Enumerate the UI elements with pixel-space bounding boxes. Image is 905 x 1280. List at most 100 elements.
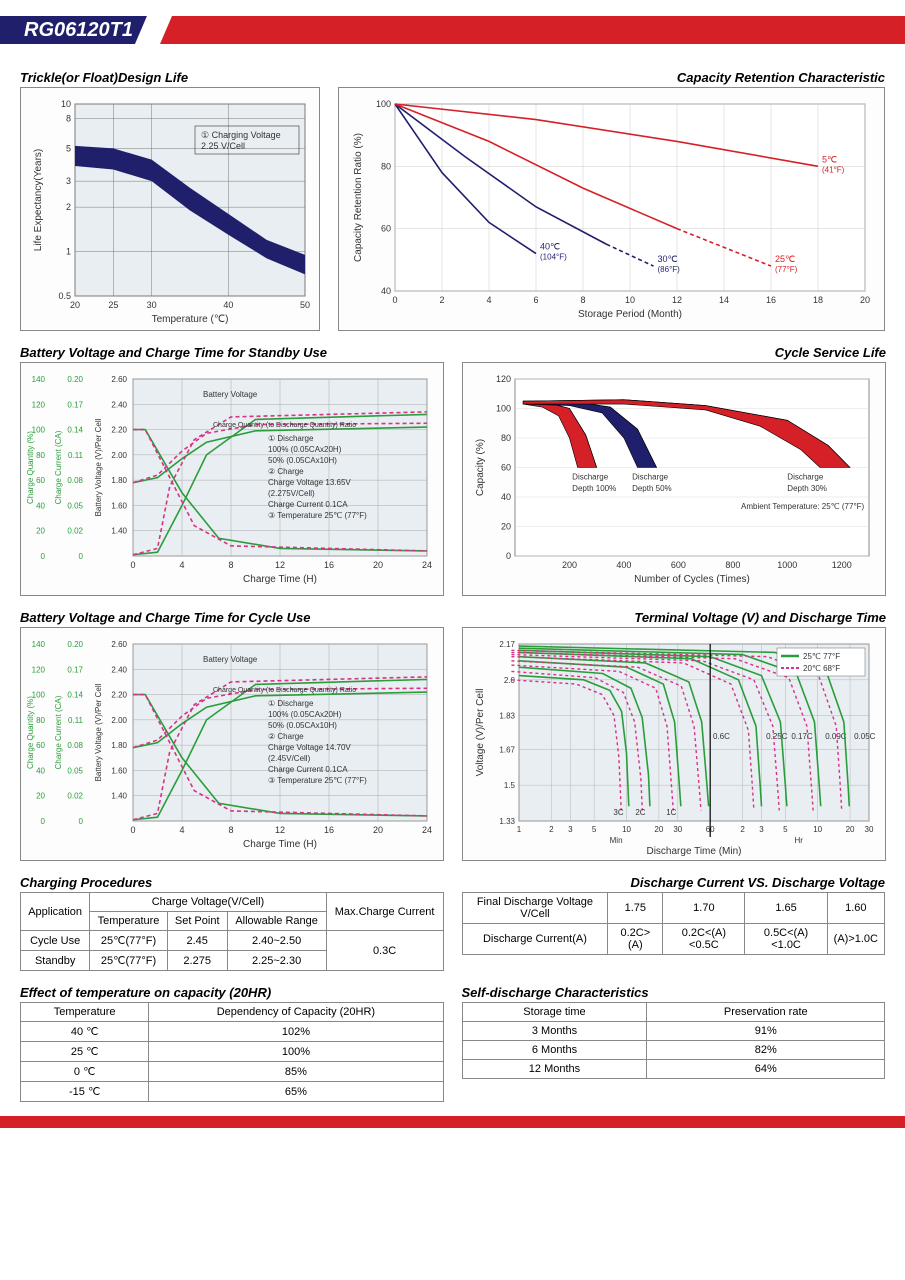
svg-text:0.14: 0.14 (67, 426, 83, 435)
svg-text:40: 40 (381, 286, 391, 296)
svg-text:Charge Quantity (%): Charge Quantity (%) (27, 696, 35, 769)
svg-text:1200: 1200 (832, 560, 852, 570)
svg-text:0.20: 0.20 (67, 375, 83, 384)
svg-text:50% (0.05CAx10H): 50% (0.05CAx10H) (268, 456, 337, 465)
svg-text:600: 600 (671, 560, 686, 570)
table-self: Storage timePreservation rate 3 Months91… (462, 1002, 886, 1079)
svg-text:0: 0 (506, 551, 511, 561)
cell: 0.2C>(A) (608, 924, 663, 955)
svg-text:0.5: 0.5 (58, 291, 71, 301)
svg-text:0.20: 0.20 (67, 640, 83, 649)
svg-text:Charge Time (H): Charge Time (H) (243, 574, 317, 585)
svg-text:2: 2 (740, 825, 745, 834)
svg-text:2.00: 2.00 (111, 716, 127, 725)
svg-text:140: 140 (32, 640, 46, 649)
cell: 2.45 (167, 931, 227, 951)
svg-text:10: 10 (813, 825, 822, 834)
svg-text:4: 4 (179, 825, 184, 835)
svg-text:80: 80 (36, 451, 45, 460)
svg-text:0: 0 (79, 817, 84, 826)
svg-text:25℃ 77°F: 25℃ 77°F (803, 652, 840, 661)
svg-text:3: 3 (759, 825, 764, 834)
cell: 1.65 (745, 893, 827, 924)
svg-text:2: 2 (549, 825, 554, 834)
svg-text:1: 1 (517, 825, 522, 834)
cell: 0.5C<(A)<1.0C (745, 924, 827, 955)
cell: 82% (647, 1041, 885, 1060)
svg-text:Storage Period (Month): Storage Period (Month) (578, 309, 682, 320)
svg-text:1.5: 1.5 (504, 781, 516, 790)
svg-text:2.17: 2.17 (499, 640, 515, 649)
svg-text:14: 14 (719, 295, 729, 305)
cell: 2.40~2.50 (227, 931, 326, 951)
svg-text:40: 40 (223, 300, 233, 310)
svg-text:40℃: 40℃ (540, 242, 560, 252)
cell: 6 Months (462, 1041, 647, 1060)
model-ribbon: RG06120T1 (0, 16, 147, 44)
cell: 0 ℃ (21, 1062, 149, 1082)
svg-text:20: 20 (36, 527, 45, 536)
svg-text:1.40: 1.40 (111, 792, 127, 801)
cell: 102% (149, 1022, 443, 1042)
svg-text:1.33: 1.33 (499, 817, 515, 826)
svg-text:0.05: 0.05 (67, 501, 83, 510)
svg-text:③ Temperature 25℃ (77°F): ③ Temperature 25℃ (77°F) (268, 776, 367, 785)
svg-text:1000: 1000 (777, 560, 797, 570)
svg-text:1.67: 1.67 (499, 745, 515, 754)
svg-text:Charge Current (CA): Charge Current (CA) (54, 430, 63, 504)
chart-retention: 0246810121416182040608010040℃(104°F)30℃(… (338, 87, 885, 331)
svg-text:20: 20 (654, 825, 663, 834)
svg-text:Battery Voltage: Battery Voltage (203, 390, 258, 399)
th-app: Application (21, 893, 90, 931)
cell: Standby (21, 951, 90, 971)
title-standby: Battery Voltage and Charge Time for Stan… (20, 345, 444, 360)
svg-text:60: 60 (381, 224, 391, 234)
svg-text:(104°F): (104°F) (540, 253, 567, 262)
svg-text:0.02: 0.02 (67, 792, 83, 801)
svg-text:20: 20 (846, 825, 855, 834)
svg-text:① Charging Voltage: ① Charging Voltage (201, 130, 281, 140)
svg-text:0.25C: 0.25C (766, 732, 788, 741)
svg-text:5: 5 (592, 825, 597, 834)
svg-text:30: 30 (147, 300, 157, 310)
svg-text:0: 0 (79, 552, 84, 561)
svg-text:20: 20 (373, 825, 383, 835)
cell: 2.25~2.30 (227, 951, 326, 971)
svg-text:1.60: 1.60 (111, 501, 127, 510)
title-terminal: Terminal Voltage (V) and Discharge Time (462, 610, 886, 625)
svg-text:120: 120 (496, 374, 511, 384)
svg-text:② Charge: ② Charge (268, 732, 304, 741)
svg-text:Depth 100%: Depth 100% (572, 484, 616, 493)
svg-text:60: 60 (501, 463, 511, 473)
title-cycleuse: Battery Voltage and Charge Time for Cycl… (20, 610, 444, 625)
table-dvd: Final Discharge Voltage V/Cell 1.75 1.70… (462, 892, 886, 955)
th: Dependency of Capacity (20HR) (149, 1003, 443, 1022)
svg-text:5: 5 (783, 825, 788, 834)
svg-text:0: 0 (130, 560, 135, 570)
svg-text:60: 60 (36, 476, 45, 485)
cell: 1.70 (663, 893, 745, 924)
svg-text:25℃: 25℃ (775, 254, 795, 264)
svg-text:Discharge: Discharge (787, 472, 824, 481)
svg-text:6: 6 (533, 295, 538, 305)
svg-text:Battery Voltage (V)/Per Cell: Battery Voltage (V)/Per Cell (94, 683, 103, 781)
th-sp: Set Point (167, 912, 227, 931)
svg-text:0.09C: 0.09C (825, 732, 847, 741)
cell: 85% (149, 1062, 443, 1082)
svg-text:24: 24 (422, 825, 432, 835)
svg-text:8: 8 (66, 113, 71, 123)
svg-text:200: 200 (562, 560, 577, 570)
table-charging: Application Charge Voltage(V/Cell) Max.C… (20, 892, 444, 971)
svg-text:Battery Voltage (V)/Per Cell: Battery Voltage (V)/Per Cell (94, 418, 103, 516)
svg-text:80: 80 (36, 716, 45, 725)
svg-text:2C: 2C (635, 808, 645, 817)
svg-text:1: 1 (66, 247, 71, 257)
svg-text:10: 10 (622, 825, 631, 834)
svg-text:800: 800 (725, 560, 740, 570)
svg-text:3C: 3C (613, 808, 623, 817)
svg-text:1.80: 1.80 (111, 476, 127, 485)
chart-cyclelife: 20040060080010001200020406080100120Disch… (462, 362, 886, 596)
chart-trickle: 20253040500.51235810Temperature (℃)Life … (20, 87, 320, 331)
th: Storage time (462, 1003, 647, 1022)
svg-text:Discharge: Discharge (632, 472, 669, 481)
